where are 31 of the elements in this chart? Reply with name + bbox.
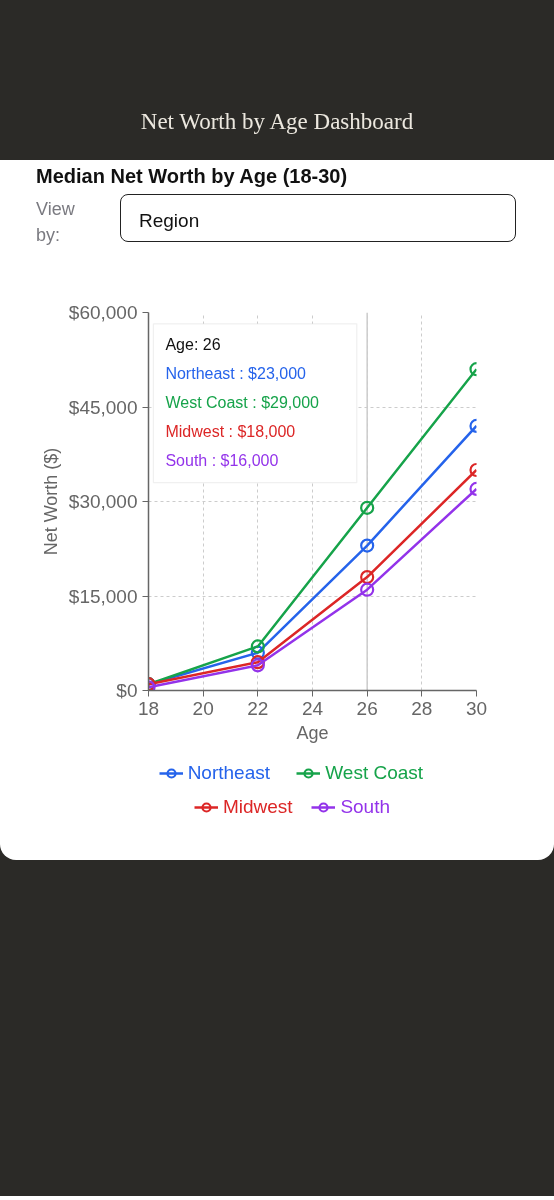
y-tick-label: $45,000 [68, 396, 138, 418]
x-axis-title: Age [296, 722, 329, 743]
annotation: Northeast : $23,000 [165, 364, 307, 382]
x-tick-label: 24 [301, 697, 324, 719]
chart-subtitle: Median Net Worth by Age (18-30) [36, 164, 348, 189]
y-tick-label: $30,000 [68, 491, 138, 512]
x-tick-label: 26 [356, 697, 378, 719]
annotation: Midwest : $18,000 [165, 422, 296, 440]
x-tick-label: 28 [411, 697, 433, 719]
legend-label: South [340, 796, 391, 818]
x-tick-label: 20 [192, 697, 214, 719]
point [250, 645, 265, 660]
y-tick-label: $60,000 [68, 302, 138, 323]
y-tick-label: $15,000 [68, 585, 138, 607]
y-axis-title: Net Worth ($) [40, 447, 61, 556]
y-tick-label: $0 [116, 680, 138, 701]
annotation: Age: 26 [165, 335, 221, 353]
point [250, 639, 265, 654]
dropdown: Region [120, 194, 516, 242]
legend-label: Northeast [187, 762, 271, 784]
chart-title: Net Worth by Age Dashboard [139, 108, 415, 136]
point [360, 500, 375, 515]
x-tick-label: 30 [465, 697, 488, 719]
text: View by: [36, 198, 76, 247]
annotation: West Coast : $29,000 [165, 393, 320, 411]
x-tick-label: 22 [247, 697, 269, 719]
point [360, 538, 375, 553]
legend-label: West Coast [325, 762, 424, 784]
x-tick-label: 18 [137, 697, 160, 719]
legend-label: Midwest [222, 796, 293, 818]
annotation: South : $16,000 [165, 451, 279, 469]
